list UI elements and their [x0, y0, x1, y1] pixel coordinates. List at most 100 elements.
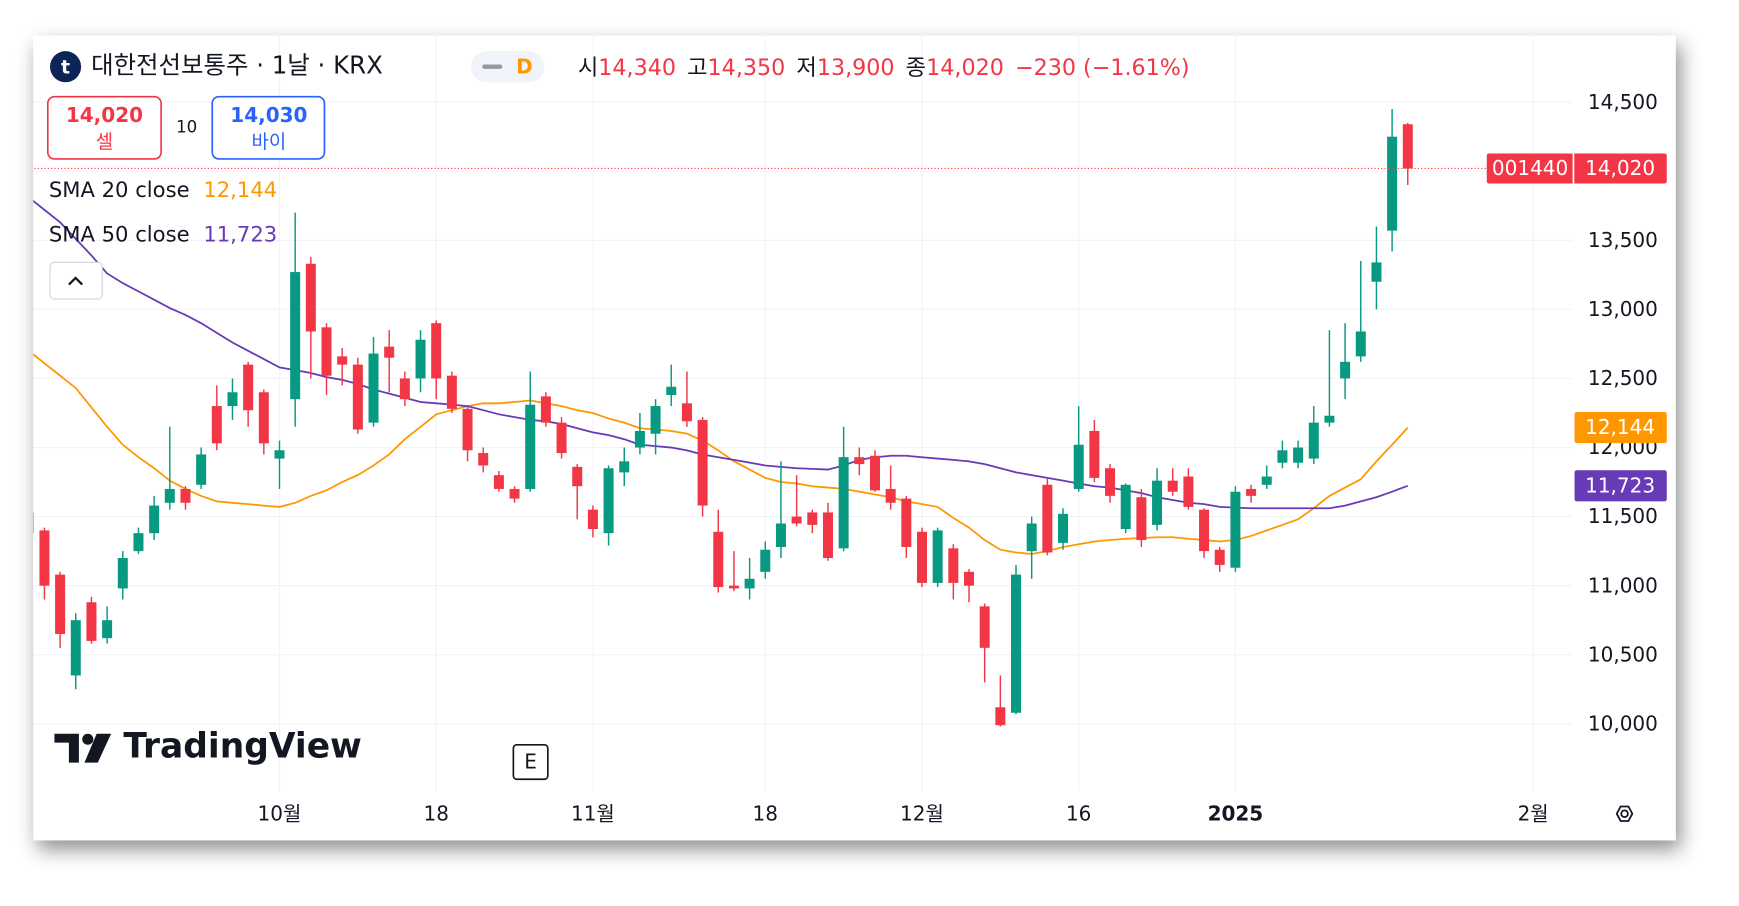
candle-body: [525, 404, 536, 489]
candle-body: [1073, 444, 1084, 489]
symbol-title[interactable]: 대한전선보통주 · 1날 · KRX: [91, 51, 383, 80]
legend-name: SMA 50 close: [49, 222, 190, 247]
candle-body: [572, 466, 583, 487]
candle-body: [964, 571, 975, 586]
candle-body: [1371, 262, 1382, 282]
sma-line: [33, 199, 1409, 510]
candle-body: [352, 364, 363, 430]
candle-body: [619, 461, 630, 473]
candle-body: [415, 339, 426, 379]
ohlc-label: 시: [578, 54, 598, 80]
candle-body: [1230, 491, 1241, 568]
sma-tag-label: 12,144: [1585, 415, 1655, 439]
candle-body: [948, 548, 959, 583]
candle-body: [1261, 476, 1272, 485]
ohlc-value: 14,020: [926, 54, 1004, 80]
candle-body: [149, 505, 160, 534]
candle-body: [1167, 480, 1178, 492]
candle-body: [775, 523, 786, 547]
sell-button[interactable]: [46, 95, 162, 160]
candle-body: [901, 498, 912, 547]
candle-body: [321, 327, 332, 376]
candle-body: [493, 475, 504, 489]
watermark-logo: [54, 733, 112, 763]
candle-body: [713, 531, 724, 588]
candle-body: [1277, 450, 1288, 463]
buy-button[interactable]: [211, 95, 326, 160]
candle-body: [70, 620, 81, 676]
ohlc-label: 종: [906, 54, 926, 80]
candle-body: [86, 602, 97, 641]
quantity[interactable]: 10: [176, 117, 197, 136]
candle-body: [885, 488, 896, 503]
interval-badge: D: [516, 54, 533, 78]
interval-pill[interactable]: [471, 51, 545, 83]
candle-body: [1011, 574, 1022, 713]
sell-price: 14,020: [66, 103, 143, 127]
candle-body: [1136, 497, 1147, 541]
symbol-logo: [50, 51, 82, 83]
event-marker-box[interactable]: [512, 743, 549, 781]
change: −230 (−1.61%): [1015, 54, 1190, 80]
x-tick-label: 2025: [1208, 801, 1264, 825]
candle-body: [697, 419, 708, 506]
candle-body: [478, 453, 489, 466]
collapse-button[interactable]: [49, 261, 103, 300]
candle-body: [666, 386, 677, 396]
buy-label: 바이: [252, 131, 287, 153]
candle-body: [916, 531, 927, 583]
candle-body: [55, 574, 66, 635]
candle-body: [39, 530, 50, 586]
candle-body: [791, 516, 802, 524]
candle-body: [744, 578, 755, 589]
ohlc-label: 저: [796, 54, 816, 80]
candle-body: [399, 378, 410, 400]
y-tick-label: 13,000: [1588, 297, 1658, 321]
chevron-up: [68, 276, 84, 286]
candle-body: [102, 620, 113, 639]
candle-body: [869, 455, 880, 491]
candle-body: [133, 533, 144, 552]
candle-body: [1026, 523, 1037, 552]
grid: [33, 33, 1573, 792]
x-tick-label: 18: [423, 801, 448, 825]
sma-tag: [1574, 412, 1667, 444]
sma-tag-label: 11,723: [1585, 473, 1655, 497]
ohlc-label: 고: [687, 54, 707, 80]
last-price-code: 001440: [1492, 156, 1568, 180]
legend-value: 11,723: [203, 222, 277, 247]
candle-body: [979, 606, 990, 648]
candle-body: [995, 707, 1006, 726]
candle-body: [1199, 509, 1210, 552]
event-marker: E: [524, 750, 537, 774]
x-tick-label: 11월: [571, 801, 615, 825]
candle-body: [760, 549, 771, 572]
buy-price: 14,030: [230, 103, 307, 127]
y-tick-label: 13,500: [1588, 228, 1658, 252]
settings-icon[interactable]: [1615, 805, 1634, 822]
candle-body: [290, 272, 301, 400]
candle-body: [274, 450, 285, 459]
candle-body: [1105, 468, 1116, 496]
symbol-logo-letter: t: [61, 56, 70, 78]
y-tick-label: 11,000: [1588, 573, 1658, 597]
candle-body: [337, 356, 348, 365]
candle-body: [196, 454, 207, 485]
ohlc-values: 시14,340 고14,350 저13,900 종14,020 −230 (−1.61%…: [578, 54, 1190, 80]
candle-body: [603, 468, 614, 534]
candle-body: [368, 353, 379, 423]
ohlc-value: 14,350: [708, 54, 786, 80]
x-tick-label: 10월: [258, 801, 302, 825]
x-tick-label: 2월: [1518, 801, 1549, 825]
candle-body: [822, 512, 833, 559]
candle-body: [1214, 549, 1225, 565]
candle-body: [446, 375, 457, 409]
candle-body: [540, 396, 551, 423]
candle-body: [164, 488, 175, 503]
legend-value: 12,144: [203, 177, 277, 202]
candle-body: [1183, 476, 1194, 507]
candle-body: [556, 422, 567, 454]
candle-body: [258, 392, 269, 444]
last-price-label: 14,020: [1585, 156, 1655, 180]
